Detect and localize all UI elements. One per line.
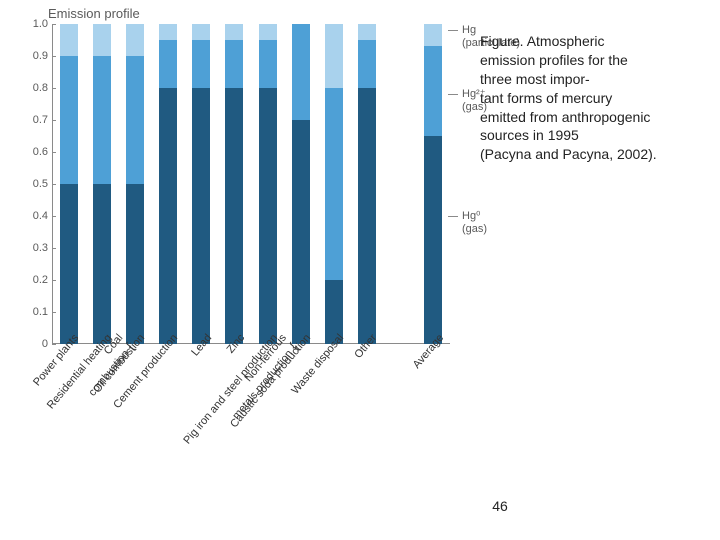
stacked-bar [60,24,78,344]
bar-segment-hg2 [60,56,78,184]
caption-line: tant forms of mercury [480,89,708,108]
bar-slot [118,24,151,344]
y-tick-label: 0.4 [33,210,48,222]
bar-slot [152,24,185,344]
bar-segment-hg2 [192,40,210,88]
bar-segment-hgp [192,24,210,40]
bar-segment-hg0 [424,136,442,344]
caption-line: Figure. Atmospheric [480,32,708,51]
y-tick-label: 0.6 [33,146,48,158]
bar-segment-hg2 [424,46,442,136]
y-tick-label: 0.7 [33,114,48,126]
bar-slot [218,24,251,344]
bar-segment-hgp [159,24,177,40]
bar-segment-hg0 [292,120,310,344]
y-tick-label: 0.8 [33,82,48,94]
bar-segment-hgp [358,24,376,40]
caption-line: sources in 1995 [480,126,708,145]
x-label-slot: Power plants [52,326,85,506]
stacked-bar [192,24,210,344]
series-leader-line [448,216,458,217]
bar-segment-hg2 [126,56,144,184]
caption-line: (Pacyna and Pacyna, 2002). [480,145,708,164]
caption-line: three most impor- [480,70,708,89]
bar-segment-hg2 [292,24,310,120]
y-tick-label: 1.0 [33,18,48,30]
bar-segment-hg0 [126,184,144,344]
stacked-bar [358,24,376,344]
x-label-slot [384,326,417,506]
bar-segment-hgp [259,24,277,40]
caption-line: emission profiles for the [480,51,708,70]
bar-slot [185,24,218,344]
stacked-bar [93,24,111,344]
x-axis-labels: Power plantsResidential heatingOil combu… [52,326,450,506]
stacked-bar [292,24,310,344]
bar-segment-hgp [325,24,343,88]
bar-segment-hgp [126,24,144,56]
y-tick-label: 0.3 [33,242,48,254]
stacked-bar [126,24,144,344]
series-label-hg0: Hg⁰(gas) [462,210,487,235]
bar-slot [317,24,350,344]
y-tick-label: 0.5 [33,178,48,190]
y-tick-label: 0.2 [33,274,48,286]
bar-slot [417,24,450,344]
bar-segment-hg2 [259,40,277,88]
bar-slot [351,24,384,344]
figure-caption: Figure. Atmosphericemission profiles for… [480,32,708,164]
stacked-bar [159,24,177,344]
bar-segment-hgp [93,24,111,56]
series-label-line: Hg⁰ [462,210,487,223]
bar-slot [284,24,317,344]
chart-title: Emission profile [48,6,450,21]
bar-slot [85,24,118,344]
y-tick-label: 0 [42,338,48,350]
bar-segment-hg0 [192,88,210,344]
x-label-slot: Average [417,326,450,506]
series-label-line: (gas) [462,223,487,236]
bar-segment-hg0 [60,184,78,344]
bar-slot [52,24,85,344]
y-axis: 00.10.20.30.40.50.60.70.80.91.0 [20,24,52,344]
plot-area: 00.10.20.30.40.50.60.70.80.91.0 Hg⁰(gas)… [20,24,450,344]
stacked-bar [325,24,343,344]
bar-segment-hg2 [159,40,177,88]
bar-segment-hg2 [225,40,243,88]
y-tick-label: 0.1 [33,306,48,318]
page: Emission profile 0 0.1 0.2 0.3 0.4 0.5 0.6 0.7 0… [0,0,720,540]
x-label-slot: Cement production [152,326,185,506]
x-axis-label: Zinc [224,332,247,356]
x-axis-label: Other [353,332,380,361]
y-tick-label: 0.9 [33,50,48,62]
bar-segment-hg0 [259,88,277,344]
bar-segment-hg0 [159,88,177,344]
bar-segment-hg2 [325,88,343,280]
bar-segment-hgp [225,24,243,40]
bars-container [52,24,450,344]
stacked-bar [424,24,442,344]
series-leader-line [448,94,458,95]
caption-line: emitted from anthropogenic [480,108,708,127]
bar-segment-hgp [60,24,78,56]
bar-segment-hgp [424,24,442,46]
x-label-slot: Waste disposal [317,326,350,506]
bar-segment-hg2 [358,40,376,88]
series-leader-line [448,30,458,31]
x-axis-label: Lead [189,332,214,358]
x-label-slot: Other [351,326,384,506]
bar-slot [384,24,417,344]
bar-slot [251,24,284,344]
stacked-bar [225,24,243,344]
stacked-bar [259,24,277,344]
bar-segment-hg0 [225,88,243,344]
bar-segment-hg0 [358,88,376,344]
bar-segment-hg0 [93,184,111,344]
bar-segment-hg2 [93,56,111,184]
emission-profile-chart: Emission profile 0 0.1 0.2 0.3 0.4 0.5 0.6 0.7 0… [20,6,450,526]
page-number: 46 [470,498,530,514]
